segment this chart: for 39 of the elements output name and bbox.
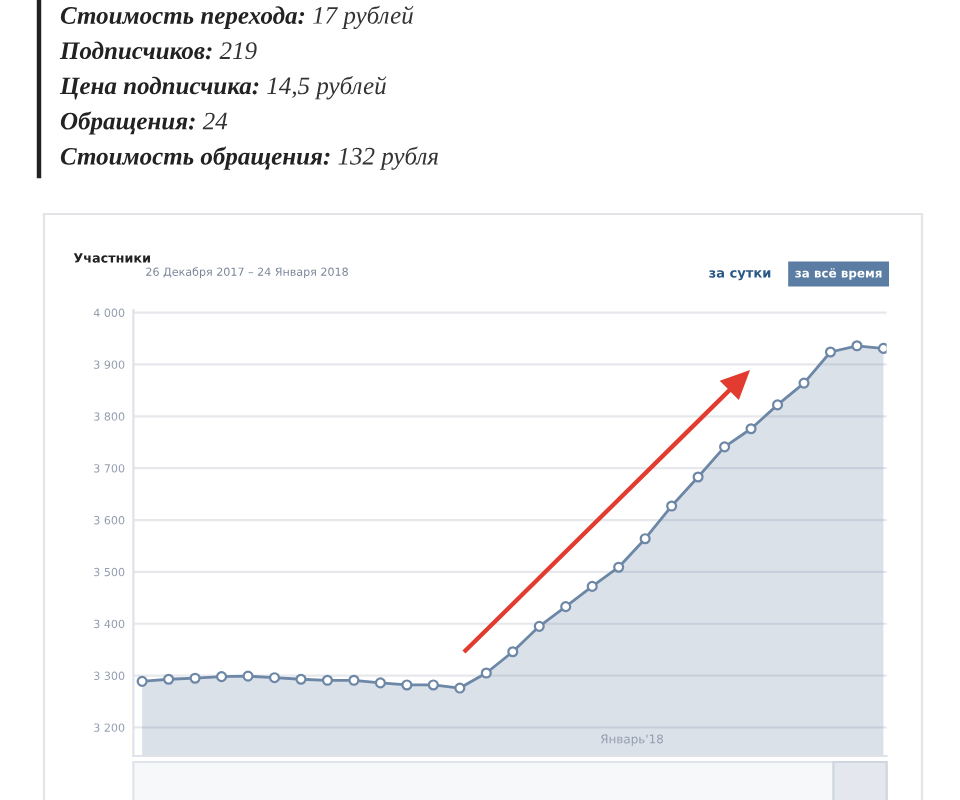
point [745,423,757,435]
point [692,471,704,483]
point [401,679,413,691]
text: 132 рубля [338,146,438,170]
point [798,377,810,389]
text: Цена подписчика: [59,76,259,100]
point [639,533,651,545]
point [295,673,307,685]
point [666,500,678,512]
point [719,441,731,453]
point [507,646,519,658]
point [321,674,334,686]
point [216,671,228,683]
text: 17 рублей [313,5,414,29]
point [136,675,148,687]
point [242,670,254,682]
point [877,342,887,354]
text: Обращения: [60,111,195,135]
point [454,682,466,694]
point [851,340,863,352]
point [348,674,360,686]
text: Подписчиков: [59,41,212,60]
point [824,346,837,358]
point [268,672,281,684]
point [189,672,201,684]
point [427,679,439,691]
point [480,667,492,679]
text: Стоимость перехода: [60,6,305,29]
text: Стоимость обращения: [60,146,330,170]
text: 24 [202,112,228,130]
point [533,620,545,632]
point [374,677,386,689]
point [560,601,572,613]
point [163,673,175,685]
text: 14,5 рублей [267,76,387,100]
text: 219 [219,42,257,60]
point [771,399,784,411]
point [586,580,598,592]
point [613,561,625,573]
